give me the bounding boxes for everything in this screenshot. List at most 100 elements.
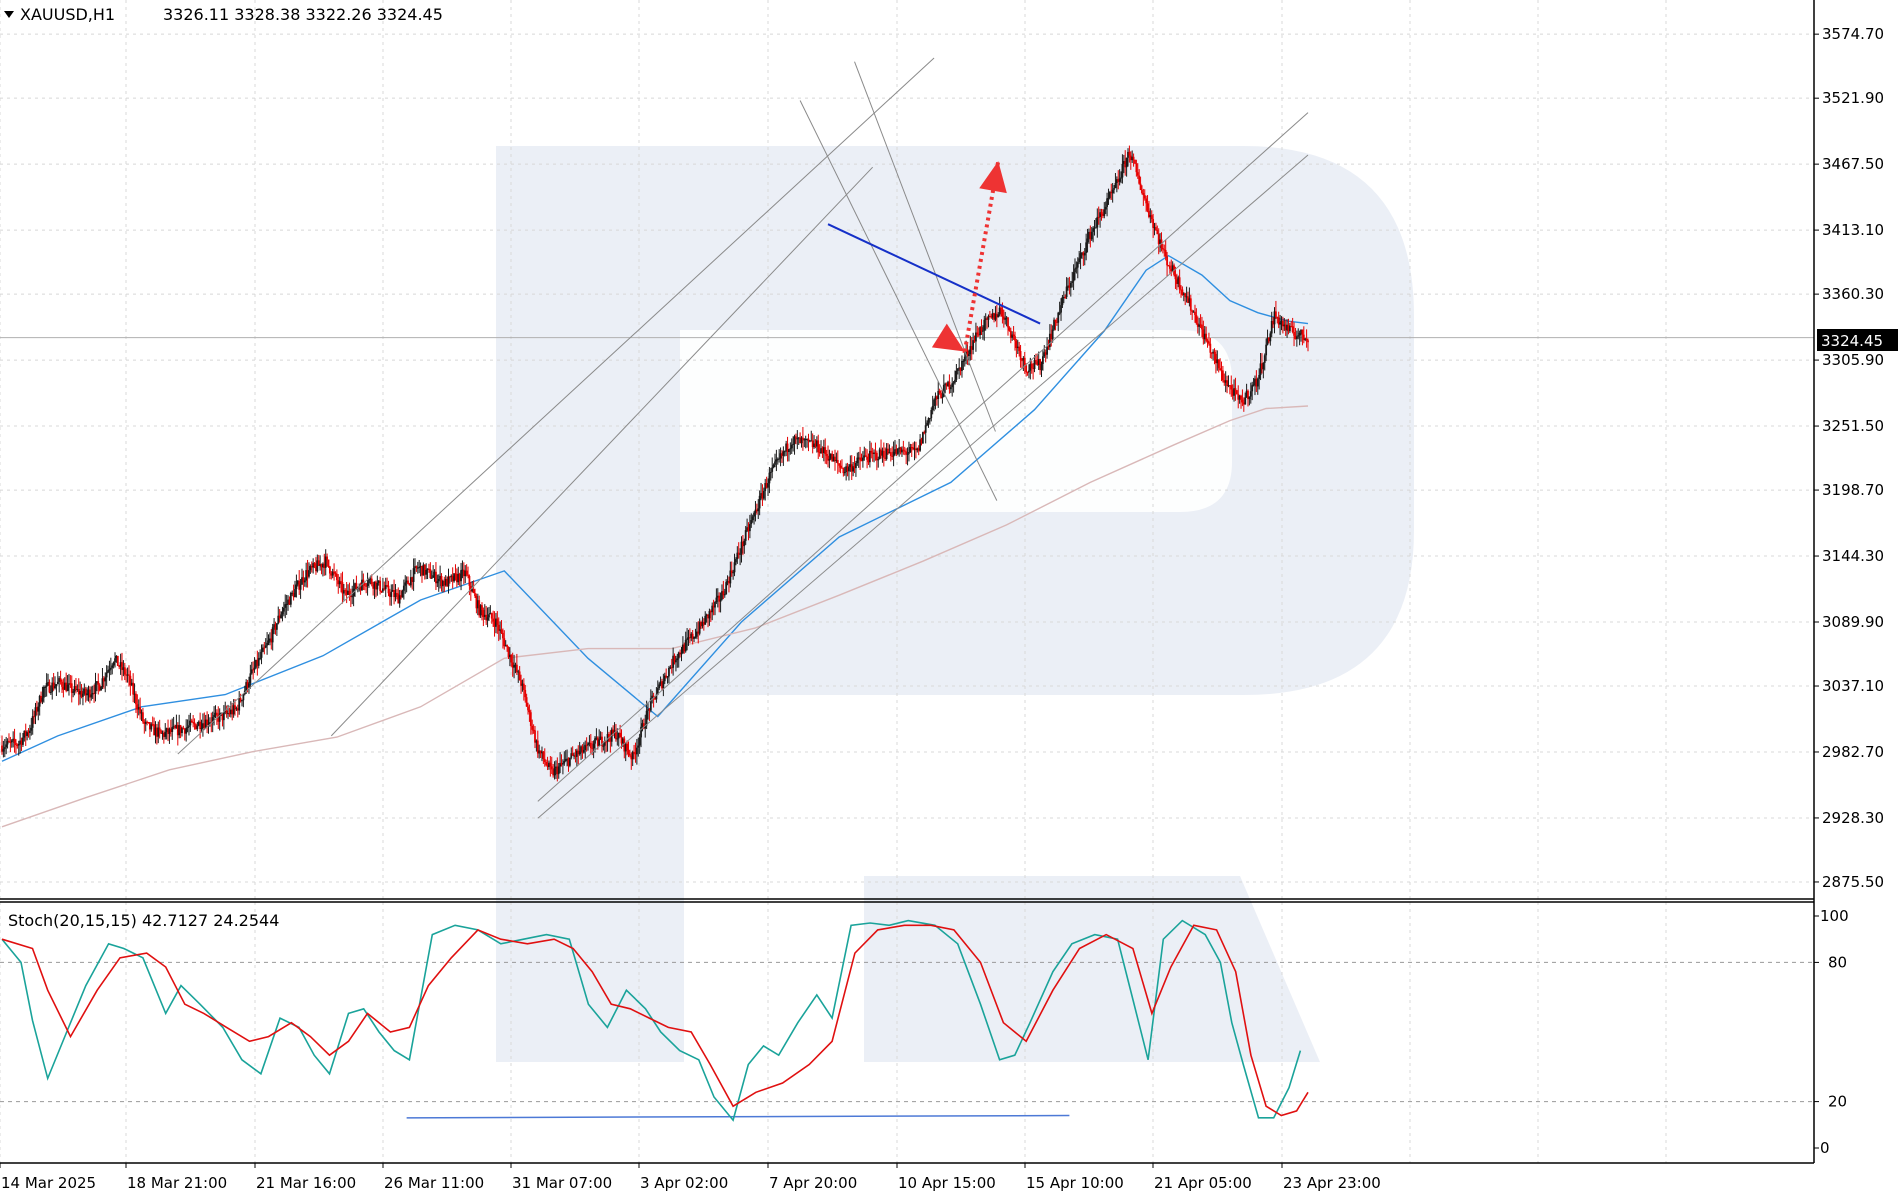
candle-body — [941, 396, 944, 398]
candle-body — [312, 563, 315, 568]
candle-body — [687, 637, 690, 639]
candle-body — [587, 743, 589, 746]
candle-body — [1064, 296, 1067, 298]
candle-body — [185, 728, 188, 734]
candle-body — [121, 662, 123, 670]
candle-body — [496, 618, 499, 625]
candle-body — [1304, 338, 1307, 340]
broker-watermark-logo — [496, 146, 1414, 1062]
candle-body — [990, 316, 993, 318]
candle-body — [1001, 309, 1004, 317]
candle-body — [8, 740, 10, 743]
candle-body — [1305, 338, 1308, 341]
candle-body — [1167, 265, 1170, 267]
candle-body — [45, 682, 48, 687]
candle-body — [1283, 324, 1286, 327]
candle-body — [16, 745, 19, 747]
candle-body — [529, 712, 532, 726]
candle-body — [910, 446, 913, 448]
candle-body — [379, 580, 382, 591]
candle-body — [952, 382, 955, 384]
candle-body — [592, 743, 595, 749]
candle-body — [10, 740, 13, 743]
candle-body — [814, 443, 817, 447]
candle-body — [1149, 215, 1152, 217]
candle-body — [659, 681, 662, 685]
price-axis-label: 3413.10 — [1822, 221, 1884, 239]
candle-body — [98, 684, 101, 691]
candle-body — [842, 468, 845, 474]
candle-body — [1293, 332, 1295, 336]
candle-body — [1044, 352, 1047, 355]
candle-body — [376, 583, 379, 590]
candle-body — [1135, 163, 1138, 173]
candle-body — [663, 675, 666, 682]
candle-body — [1157, 234, 1160, 244]
candle-body — [483, 614, 486, 617]
candle-body — [155, 727, 158, 737]
candle-body — [790, 444, 793, 449]
candle-body — [1215, 353, 1217, 364]
candle-body — [733, 562, 736, 573]
candle-body — [455, 573, 458, 583]
candle-body — [976, 332, 979, 335]
candle-body — [575, 750, 578, 757]
candle-body — [715, 597, 718, 603]
candle-body — [1128, 151, 1131, 156]
price-axis: 3574.70 3521.90 3467.50 3413.10 3360.30 3305.… — [1814, 25, 1884, 891]
candle-body — [810, 440, 813, 442]
candle-body — [369, 578, 372, 580]
candle-body — [95, 681, 98, 683]
candle-body — [634, 752, 637, 755]
candle-body — [944, 383, 947, 385]
candle-body — [991, 313, 994, 318]
candle-body — [962, 360, 965, 362]
candle-body — [620, 737, 623, 744]
candle-body — [1085, 242, 1088, 253]
candle-body — [486, 617, 489, 621]
candle-body — [1255, 378, 1258, 387]
candle-body — [649, 698, 652, 711]
time-axis: 14 Mar 2025 18 Mar 21:00 21 Mar 16:00 26 Ma… — [0, 1163, 1381, 1192]
candle-body — [345, 590, 348, 595]
candle-body — [1103, 209, 1106, 216]
candle-body — [585, 744, 588, 746]
candle-body — [574, 755, 577, 757]
candle-body — [1275, 311, 1277, 317]
candle-body — [1095, 227, 1097, 229]
candle-body — [536, 740, 539, 754]
candle-body — [958, 367, 961, 369]
candle-body — [221, 712, 224, 721]
candle-body — [889, 452, 892, 456]
candle-body — [362, 579, 365, 584]
candle-body — [525, 697, 528, 707]
candle-body — [490, 613, 493, 619]
candle-body — [1068, 285, 1071, 288]
candle-body — [732, 572, 735, 574]
candle-body — [852, 466, 855, 472]
candle-body — [391, 590, 394, 592]
candle-body — [497, 624, 500, 631]
candle-body — [1281, 320, 1284, 327]
candle-body — [1, 745, 3, 752]
candle-body — [1072, 272, 1075, 282]
candle-body — [895, 449, 898, 454]
candle-body — [1161, 248, 1164, 250]
candle-body — [208, 722, 211, 724]
candle-body — [1026, 371, 1029, 373]
candle-body — [109, 667, 112, 670]
candle-body — [137, 707, 140, 710]
candle-body — [642, 723, 645, 729]
candle-body — [831, 453, 834, 462]
candle-body — [573, 755, 575, 757]
candle-body — [193, 722, 196, 725]
forecast-arrows — [931, 160, 1007, 354]
candle-body — [1048, 333, 1051, 348]
candle-body — [308, 570, 310, 577]
candle-body — [849, 464, 852, 468]
candle-body — [303, 580, 306, 583]
candle-body — [1099, 212, 1102, 217]
symbol-dropdown-icon[interactable] — [4, 11, 14, 18]
candle-body — [1008, 327, 1011, 331]
